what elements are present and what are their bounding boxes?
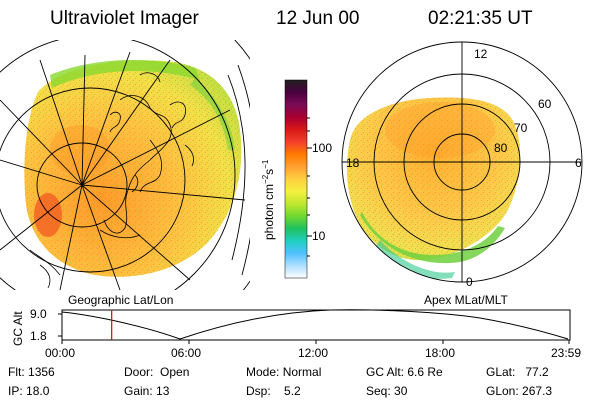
mlat-label-60: 60: [538, 97, 552, 111]
ip-value: 18.0: [26, 384, 50, 398]
timeline-xtick-0600: 06:00: [171, 346, 202, 360]
glon-field: GLon: 267.3: [486, 385, 552, 397]
colorbar-unit-label: photon cm−2s−1: [261, 159, 276, 240]
door-field: Door: Open: [124, 366, 189, 378]
glon-label: GLon:: [486, 384, 519, 398]
timeline-plot: [58, 309, 571, 344]
glat-value: 77.2: [525, 365, 549, 379]
mlat-label-80: 80: [494, 141, 508, 155]
mlt-label-0: 0: [466, 275, 473, 289]
glat-field: GLat: 77.2: [486, 366, 549, 378]
mode-label: Mode:: [246, 365, 280, 379]
timeline-xtick-0000: 00:00: [45, 346, 76, 360]
timeline-ytick-high: 9.0: [30, 307, 47, 321]
colorbar-label-10: 10: [312, 229, 326, 243]
timeline-xtick-1800: 18:00: [425, 346, 456, 360]
observation-date: 12 Jun 00: [276, 8, 360, 29]
gcalt-label: GC Alt:: [366, 365, 405, 379]
flt-field: Flt: 1356: [8, 366, 55, 378]
right-fringe: [360, 212, 505, 264]
geographic-caption: Geographic Lat/Lon: [68, 293, 174, 307]
flt-label: Flt:: [8, 365, 25, 379]
door-label: Door:: [124, 365, 154, 379]
gain-value: 13: [156, 384, 170, 398]
mlat-label-70: 70: [514, 121, 528, 135]
mode-value: Normal: [282, 365, 322, 379]
colorbar-label-100: 100: [312, 141, 333, 155]
dsp-label: Dsp:: [246, 384, 271, 398]
mlt-label-18: 18: [346, 156, 360, 170]
geo-grid: [0, 40, 250, 290]
seq-field: Seq: 30: [366, 385, 407, 397]
gain-label: Gain:: [124, 384, 153, 398]
door-value: Open: [160, 365, 190, 379]
apex-caption: Apex MLat/MLT: [424, 293, 508, 307]
glon-value: 267.3: [522, 384, 553, 398]
timeline-xtick-1200: 12:00: [298, 346, 329, 360]
gain-field: Gain: 13: [124, 385, 169, 397]
polar-grid: [341, 41, 583, 283]
left-fringe: [50, 59, 200, 88]
coastlines: [29, 72, 194, 289]
timeline-ytick-low: 1.8: [30, 329, 47, 343]
mode-field: Mode: Normal: [246, 366, 321, 378]
seq-value: 30: [394, 384, 408, 398]
ip-label: IP:: [8, 384, 23, 398]
left-bright-spot: [34, 193, 62, 237]
mlt-label-12: 12: [474, 47, 488, 61]
colorbar-scale: [284, 79, 308, 279]
dsp-value: 5.2: [284, 384, 301, 398]
gcalt-value: 6.6 Re: [407, 365, 443, 379]
observation-time: 02:21:35 UT: [428, 8, 533, 29]
gc-alt-curve: [61, 309, 569, 340]
timeline-xtick-2359: 23:59: [551, 346, 582, 360]
dsp-field: Dsp: 5.2: [246, 385, 301, 397]
polar-map: [341, 41, 583, 283]
mlt-label-6: 6: [575, 156, 582, 170]
colorbar: [284, 79, 312, 279]
geographic-map: [0, 40, 250, 290]
seq-label: Seq:: [366, 384, 391, 398]
ip-field: IP: 18.0: [8, 385, 49, 397]
instrument-title: Ultraviolet Imager: [50, 8, 199, 29]
gcalt-field: GC Alt: 6.6 Re: [366, 366, 443, 378]
timeline-frame: [61, 309, 571, 341]
glat-label: GLat:: [486, 365, 516, 379]
flt-value: 1356: [28, 365, 55, 379]
timeline-ylabel: GC Alt: [11, 311, 25, 346]
